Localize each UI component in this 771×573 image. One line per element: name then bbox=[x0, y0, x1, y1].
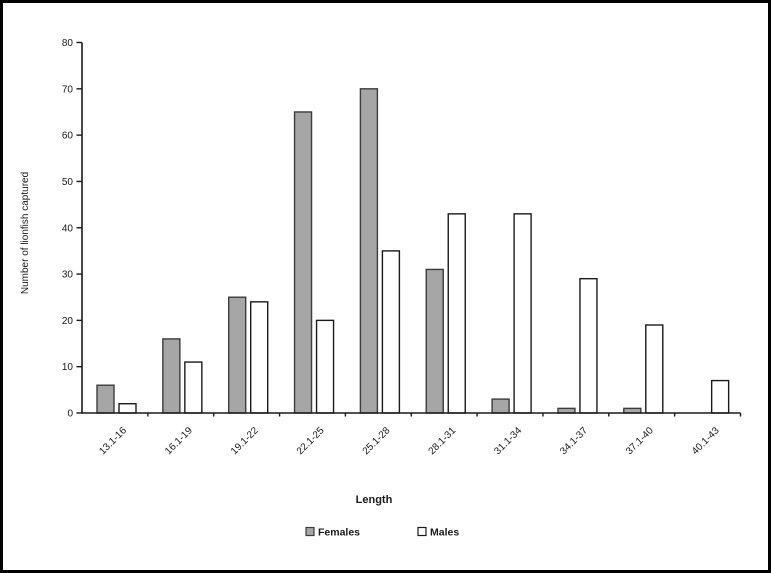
y-tick-label: 40 bbox=[62, 223, 74, 234]
bar-females bbox=[162, 338, 181, 414]
x-category-label: 19.1-22 bbox=[229, 425, 261, 457]
legend-swatch-males bbox=[417, 526, 427, 537]
bar-females bbox=[227, 296, 247, 414]
y-axis-title: Number of lionfish captured bbox=[20, 172, 31, 294]
x-category-label: 37.1-40 bbox=[624, 425, 656, 457]
x-category-label: 28.1-31 bbox=[427, 425, 459, 457]
bar-females bbox=[491, 398, 510, 414]
bar-females bbox=[293, 111, 313, 414]
y-tick-label: 30 bbox=[62, 270, 74, 281]
y-tick-label: 20 bbox=[62, 316, 74, 327]
bar-males bbox=[381, 250, 401, 414]
bar-females bbox=[359, 88, 379, 414]
chart-canvas: 13.1-16 16.1-19 19.1-22 22.1-25 25.1-28 28.1-… bbox=[20, 38, 742, 539]
legend-label-males: Males bbox=[430, 527, 459, 539]
bar-males bbox=[710, 379, 730, 414]
legend-swatch-females bbox=[305, 526, 315, 537]
x-category-label: 34.1-37 bbox=[558, 425, 590, 457]
bar-females bbox=[96, 384, 115, 414]
x-category-label: 25.1-28 bbox=[361, 425, 393, 457]
y-tick-label: 50 bbox=[62, 177, 74, 188]
bar-males bbox=[315, 319, 335, 414]
legend-label-females: Females bbox=[318, 527, 360, 539]
y-tick-label: 80 bbox=[62, 38, 74, 49]
bar-males bbox=[645, 324, 664, 414]
x-category-label: 40.1-43 bbox=[690, 425, 722, 457]
bar-females bbox=[425, 268, 444, 414]
x-category-label: 22.1-25 bbox=[295, 425, 327, 457]
x-axis-title: Length bbox=[356, 494, 393, 506]
x-category-label: 13.1-16 bbox=[97, 425, 129, 457]
y-tick-label: 60 bbox=[62, 131, 74, 142]
bar-males bbox=[447, 213, 466, 414]
bar-males bbox=[184, 361, 203, 414]
y-tick-label: 0 bbox=[67, 409, 73, 420]
x-category-label: 16.1-19 bbox=[163, 425, 195, 457]
bar-males bbox=[579, 277, 598, 414]
y-tick-label: 70 bbox=[62, 84, 74, 95]
x-category-label: 31.1-34 bbox=[492, 425, 524, 457]
bar-males bbox=[118, 403, 137, 414]
y-tick-label: 10 bbox=[62, 362, 74, 373]
bar-males bbox=[249, 301, 269, 414]
bar-males bbox=[513, 213, 532, 414]
